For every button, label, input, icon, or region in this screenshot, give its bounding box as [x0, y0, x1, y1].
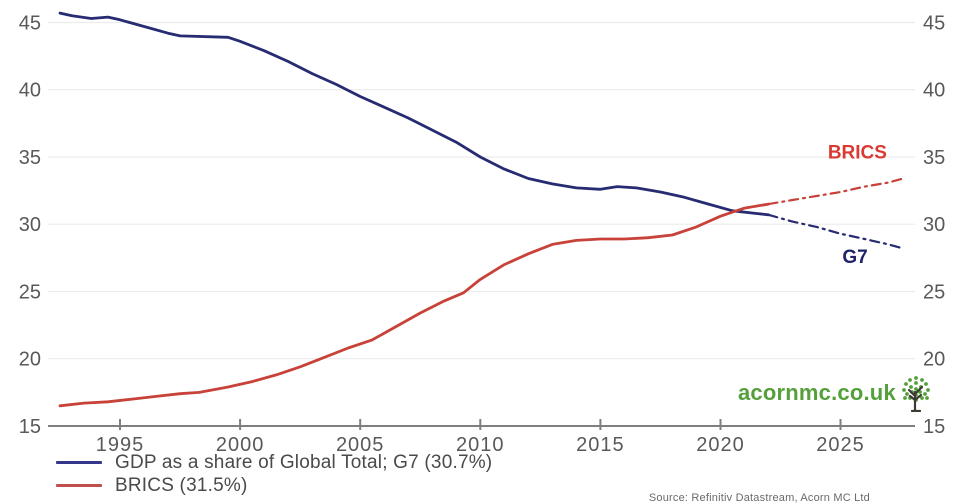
tree-leaf-4: [913, 381, 918, 385]
tree-leaf-12: [922, 392, 927, 396]
tree-leaf-5: [923, 382, 928, 386]
tree-leaf-6: [901, 388, 906, 392]
y-tick-label-right-45: 45: [923, 13, 945, 35]
y-tick-label-left-20: 20: [19, 349, 41, 371]
tree-leaf-19: [924, 396, 929, 400]
tree-trunk: [907, 385, 923, 412]
y-tick-label-left-15: 15: [19, 416, 41, 438]
y-tick-label-left-30: 30: [19, 214, 41, 236]
brand-url: acornmc.co.uk: [738, 380, 896, 405]
x-tick-label-2005: 2005: [336, 434, 385, 456]
y-tick-label-left-25: 25: [19, 282, 41, 304]
tree-leaf-17: [919, 396, 924, 400]
y-tick-label-right-40: 40: [923, 80, 945, 102]
y-tick-label-right-20: 20: [923, 349, 945, 371]
series-brics-forecast: [767, 177, 905, 206]
legend-label-brics: BRICS (31.5%): [115, 474, 248, 496]
chart-legend: GDP as a share of Global Total; G7 (30.7…: [56, 452, 492, 496]
tree-icon: [901, 376, 930, 412]
brand-mark: acornmc.co.uk: [738, 374, 932, 412]
legend-item-g7: GDP as a share of Global Total; G7 (30.7…: [56, 452, 492, 473]
y-tick-label-right-35: 35: [923, 147, 945, 169]
y-tick-label-left-35: 35: [19, 147, 41, 169]
x-tick-label-2015: 2015: [576, 434, 625, 456]
tree-leaf-20: [902, 396, 907, 400]
x-tick-label-2000: 2000: [216, 434, 265, 456]
annotation-g7-label: G7: [842, 247, 867, 268]
tree-leaf-7: [908, 385, 913, 389]
x-tick-label-2010: 2010: [456, 434, 505, 456]
legend-swatch-g7: [56, 461, 102, 464]
series-g7-history: [58, 11, 770, 217]
tree-leaf-10: [904, 392, 909, 396]
x-tick-label-2025: 2025: [816, 434, 865, 456]
tree-leaf-3: [903, 382, 908, 386]
legend-swatch-brics: [56, 484, 102, 487]
x-tick-label-1995: 1995: [96, 434, 145, 456]
y-tick-label-right-30: 30: [923, 214, 945, 236]
tree-leaf-11: [913, 387, 918, 391]
tree-leaf-0: [913, 376, 918, 380]
y-tick-label-left-45: 45: [19, 13, 41, 35]
y-tick-label-right-25: 25: [923, 282, 945, 304]
tree-leaf-1: [907, 378, 912, 382]
source-note: Source: Refinitiv Datastream, Acorn MC L…: [648, 492, 870, 503]
annotation-brics-label: BRICS: [828, 142, 887, 163]
series-g7-forecast: [767, 213, 905, 250]
tree-leaf-9: [925, 388, 930, 392]
legend-item-brics: BRICS (31.5%): [56, 475, 492, 496]
x-tick-label-2020: 2020: [696, 434, 745, 456]
y-tick-label-right-15: 15: [923, 416, 945, 438]
legend-label-g7: GDP as a share of Global Total; G7 (30.7…: [115, 451, 493, 473]
y-tick-label-left-40: 40: [19, 80, 41, 102]
series-brics-history: [58, 202, 770, 408]
tree-leaf-2: [919, 378, 924, 382]
